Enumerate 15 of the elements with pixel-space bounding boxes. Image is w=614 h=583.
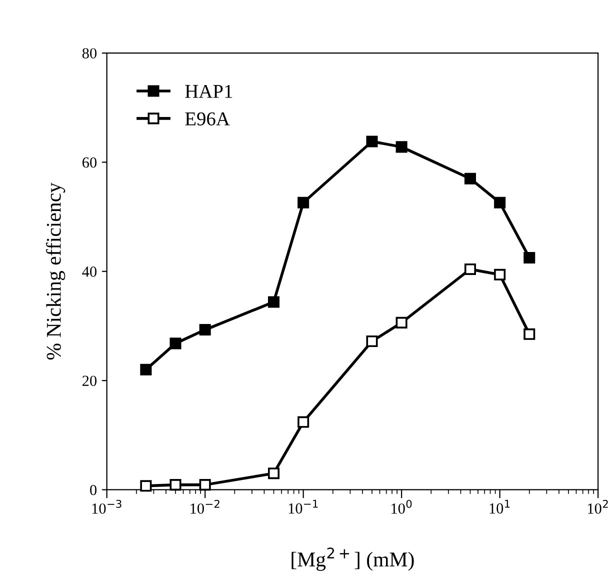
x-tick-label: 10$^{1}$: [490, 500, 510, 514]
legend-label: E96A: [185, 112, 230, 126]
x-tick-label: 10$^{−1}$: [288, 500, 318, 514]
x-axis-title: [Mg$^{2+}$] (mM): [292, 548, 414, 571]
x-tick-label: 10$^{0}$: [392, 500, 412, 514]
y-tick-label: 20: [82, 376, 97, 386]
x-tick-label: 10$^{−3}$: [92, 500, 122, 514]
y-tick-label: 60: [82, 157, 97, 168]
y-tick-label: 80: [82, 48, 97, 59]
y-axis-title: % Nicking efficiency: [46, 182, 66, 360]
y-tick-label: 0: [90, 484, 97, 496]
legend-label: HAP1: [185, 84, 232, 98]
y-tick-label: 40: [82, 266, 97, 277]
x-tick-label: 10$^{−2}$: [190, 500, 220, 514]
x-tick-label: 10$^{2}$: [588, 500, 608, 514]
